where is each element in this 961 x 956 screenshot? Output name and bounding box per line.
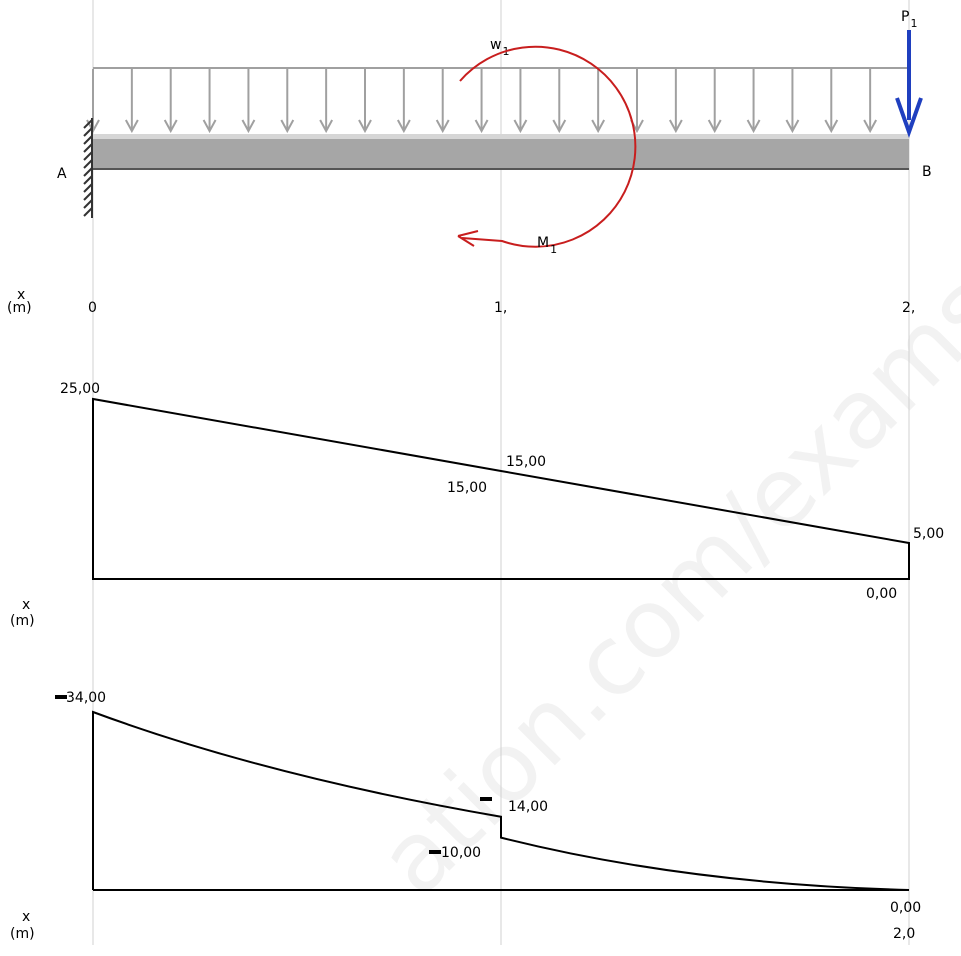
hatch-line (83, 135, 93, 145)
moment-x-axis-unit: (m) (10, 926, 35, 942)
shear-diagram: 25,00 15,00 15,00 5,00 0,00 x (m) (10, 381, 944, 629)
support-hatching (83, 119, 93, 217)
moment-label-mid-left: 14,00 (508, 799, 548, 815)
hatch-line (83, 183, 93, 193)
load-arrow-icon (435, 69, 450, 134)
distributed-load (86, 67, 909, 134)
load-arrow-icon (474, 69, 489, 134)
moment-arrowhead-icon (457, 230, 479, 247)
hatch-line (83, 159, 93, 169)
shear-label-zero: 0,00 (866, 586, 897, 602)
hatch-line (83, 191, 93, 201)
hatch-line (83, 119, 93, 129)
shear-x-axis-label: x (22, 597, 30, 613)
fixed-support-icon (83, 118, 93, 218)
beam-x-axis: x (m) 0 1, 2, (7, 287, 915, 316)
x-tick-1: 1, (494, 300, 507, 316)
shear-label-start: 25,00 (60, 381, 100, 397)
point-load-arrow-icon (895, 30, 923, 139)
load-arrow-icon (785, 69, 800, 134)
x-axis-label: x (17, 287, 25, 303)
point-load-arrowhead-icon (895, 97, 923, 139)
beam-top-edge (93, 134, 909, 140)
load-arrow-icon (319, 69, 334, 134)
moment-x-tick-end: 2,0 (893, 926, 915, 942)
load-arrow-icon (513, 69, 528, 134)
shear-label-mid-right: 15,00 (506, 454, 546, 470)
moment-label-zero: 0,00 (890, 900, 921, 916)
hatch-line (83, 199, 93, 209)
negative-sign-start (55, 695, 67, 699)
shear-x-axis-unit: (m) (10, 613, 35, 629)
moment-label-start: 34,00 (66, 690, 106, 706)
load-arrow-icon (591, 69, 606, 134)
load-arrow-icon (396, 69, 411, 134)
watermark-text: ation.com/exams (357, 252, 961, 916)
shear-diagram-outline (92, 397, 910, 580)
load-arrow-icon (552, 69, 567, 134)
negative-sign-mid-left (480, 797, 492, 801)
load-arrow-icon (163, 69, 178, 134)
negative-sign-mid-right (429, 850, 441, 854)
hatch-line (83, 175, 93, 185)
shear-label-end: 5,00 (913, 526, 944, 542)
hatch-line (83, 127, 93, 137)
moment-diagram-outline (92, 710, 910, 891)
point-load-label-p: P1 (901, 9, 917, 30)
support-label-a: A (57, 166, 67, 182)
beam-body (93, 139, 909, 168)
hatch-line (83, 143, 93, 153)
moment-diagram: 34,00 14,00 10,00 0,00 x (m) 2,0 (10, 690, 921, 942)
load-arrow-icon (707, 69, 722, 134)
load-arrow-icon (241, 69, 256, 134)
beam-section: A B w1 M1 P1 (57, 9, 932, 256)
x-axis-unit: (m) (7, 300, 32, 316)
moment-label-mid-right: 10,00 (441, 845, 481, 861)
load-arrow-icon (202, 69, 217, 134)
shear-label-mid-left: 15,00 (447, 480, 487, 496)
hatch-line (83, 207, 93, 217)
x-tick-2: 2, (902, 300, 915, 316)
moment-x-axis-label: x (22, 909, 30, 925)
load-arrow-icon (280, 69, 295, 134)
end-label-b: B (922, 164, 932, 180)
x-tick-0: 0 (88, 300, 97, 316)
moment-arrow-icon (457, 45, 637, 248)
moment-arc (459, 45, 637, 248)
load-arrow-icon (824, 69, 839, 134)
load-arrow-icon (746, 69, 761, 134)
load-arrow-icon (124, 69, 139, 134)
load-arrow-icon (668, 69, 683, 134)
hatch-line (83, 151, 93, 161)
load-arrow-icon (358, 69, 372, 134)
load-arrow-icon (863, 69, 878, 134)
hatch-line (83, 167, 93, 177)
moment-label-m: M1 (537, 235, 557, 256)
load-arrows (86, 69, 878, 134)
